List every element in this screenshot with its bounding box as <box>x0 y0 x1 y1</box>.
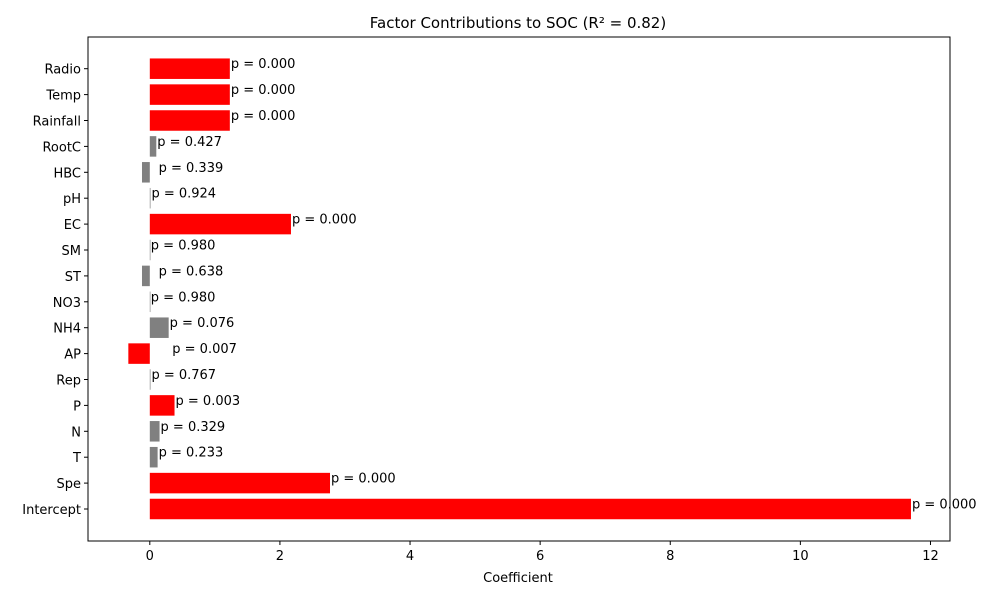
y-tick-label: NO3 <box>53 296 81 311</box>
y-tick-label: T <box>72 451 81 466</box>
p-value-label-ap: p = 0.007 <box>172 342 237 357</box>
bar-ph <box>149 187 151 209</box>
p-value-label-rainfall: p = 0.000 <box>231 109 296 124</box>
y-axis-ticks: Intercept Spe TNP Rep AP NH4 NO3 ST SM EC pH HBC Roo… <box>22 63 88 518</box>
p-value-label-n: p = 0.329 <box>161 420 226 435</box>
bar-ec <box>149 213 291 235</box>
p-value-label-ec: p = 0.000 <box>292 213 357 228</box>
bar-radio <box>149 58 230 79</box>
p-value-label-rootc: p = 0.427 <box>157 135 222 150</box>
bar-no3 <box>149 291 151 313</box>
p-value-label-radio: p = 0.000 <box>231 57 296 72</box>
bar-temp <box>149 84 230 105</box>
y-tick-label: Intercept <box>22 503 81 518</box>
x-axis-ticks: 0 2 4 6 8 10 12 <box>146 541 939 564</box>
y-tick-label: N <box>71 425 81 440</box>
bar-t <box>149 446 158 468</box>
p-value-label-nh4: p = 0.076 <box>170 316 235 331</box>
bar-rep <box>149 369 151 390</box>
p-value-label-st: p = 0.638 <box>159 264 224 279</box>
p-value-label-no3: p = 0.980 <box>151 290 216 305</box>
bar-n <box>149 421 160 442</box>
y-tick-label: Rep <box>56 374 81 389</box>
p-value-label-sm: p = 0.980 <box>151 239 216 254</box>
bar-p <box>149 395 175 416</box>
x-axis-label: Coefficient <box>483 571 553 586</box>
p-value-label-rep: p = 0.767 <box>151 368 216 383</box>
chart-title: Factor Contributions to SOC (R² = 0.82) <box>370 14 666 32</box>
p-value-label-t: p = 0.233 <box>159 446 224 461</box>
x-tick-label: 10 <box>792 549 809 564</box>
x-tick-label: 8 <box>666 549 674 564</box>
y-tick-label: Rainfall <box>33 115 81 130</box>
y-tick-label: NH4 <box>53 322 81 337</box>
bar-st <box>141 265 150 287</box>
bar-rootc <box>149 136 157 157</box>
p-value-label-temp: p = 0.000 <box>231 83 296 98</box>
bar-nh4 <box>149 317 169 338</box>
bar-sm <box>149 239 151 261</box>
y-tick-label: Spe <box>56 477 81 492</box>
y-tick-label: AP <box>64 348 81 363</box>
bar-hbc <box>141 162 150 183</box>
y-tick-label: SM <box>62 244 81 259</box>
p-value-label-spe: p = 0.000 <box>331 472 396 487</box>
bar-rainfall <box>149 110 230 131</box>
y-tick-label: Radio <box>44 63 81 78</box>
x-tick-label: 0 <box>146 549 154 564</box>
bar-intercept <box>149 498 911 520</box>
axes-frame <box>87 36 951 542</box>
y-tick-label: RootC <box>42 140 81 155</box>
bar-ap <box>128 343 150 364</box>
x-tick-label: 4 <box>406 549 414 564</box>
y-tick-label: pH <box>63 192 81 207</box>
y-tick-label: EC <box>64 218 81 233</box>
y-tick-label: Temp <box>45 89 81 104</box>
x-tick-label: 2 <box>276 549 284 564</box>
y-tick-label: ST <box>65 270 81 285</box>
x-tick-label: 12 <box>922 549 939 564</box>
y-tick-label: HBC <box>53 166 81 181</box>
p-value-label-ph: p = 0.924 <box>151 187 216 202</box>
y-tick-label: P <box>73 399 81 414</box>
p-value-label-intercept: p = 0.000 <box>912 498 977 513</box>
p-value-label-hbc: p = 0.339 <box>159 161 224 176</box>
plot-area: p = 0.000 p = 0.000 p = 0.233 p = 0.329 p = … <box>128 57 977 520</box>
x-tick-label: 6 <box>536 549 544 564</box>
p-value-label-p: p = 0.003 <box>176 394 241 409</box>
bar-spe <box>149 472 331 494</box>
